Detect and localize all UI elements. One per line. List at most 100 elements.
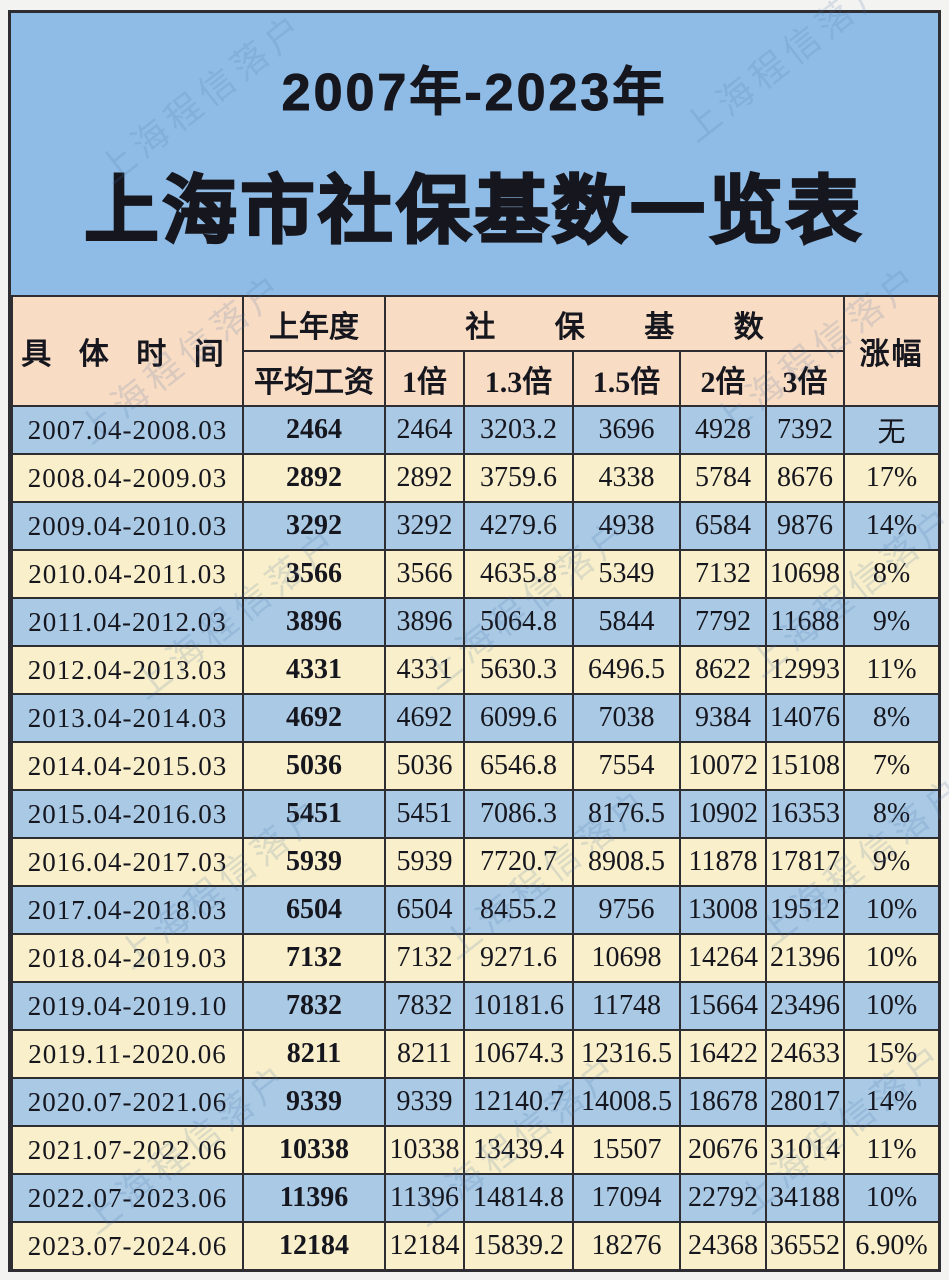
cell-base-3x: 23496 bbox=[765, 981, 845, 1031]
cell-increase: 6.90% bbox=[843, 1221, 940, 1271]
table-row: 2015.04-2016.03 5451 5451 7086.3 8176.5 10902… bbox=[11, 789, 940, 839]
table-row: 2011.04-2012.03 3896 3896 5064.8 5844 7792 116… bbox=[11, 597, 940, 647]
cell-increase: 8% bbox=[843, 789, 940, 839]
cell-base-3x: 10698 bbox=[765, 549, 845, 599]
cell-base-2x: 13008 bbox=[679, 885, 767, 935]
cell-base-3x: 31014 bbox=[765, 1125, 845, 1175]
cell-avg-salary: 5451 bbox=[242, 789, 386, 839]
cell-increase: 8% bbox=[843, 549, 940, 599]
cell-base-1-3x: 5630.3 bbox=[463, 645, 574, 695]
cell-base-3x: 24633 bbox=[765, 1029, 845, 1079]
cell-base-1-5x: 5349 bbox=[572, 549, 681, 599]
cell-base-1-3x: 4279.6 bbox=[463, 501, 574, 551]
cell-increase: 14% bbox=[843, 1077, 940, 1127]
cell-period: 2019.11-2020.06 bbox=[11, 1029, 244, 1079]
cell-base-3x: 21396 bbox=[765, 933, 845, 983]
cell-base-3x: 8676 bbox=[765, 453, 845, 503]
col-header-base-group: 社 保 基 数 bbox=[384, 295, 845, 352]
cell-base-1-3x: 10674.3 bbox=[463, 1029, 574, 1079]
cell-base-1-5x: 7554 bbox=[572, 741, 681, 791]
cell-avg-salary: 2892 bbox=[242, 453, 386, 503]
cell-base-3x: 36552 bbox=[765, 1221, 845, 1271]
cell-period: 2015.04-2016.03 bbox=[11, 789, 244, 839]
cell-avg-salary: 5939 bbox=[242, 837, 386, 887]
table-header: 具 体 时 间 上年度 社 保 基 数 涨幅 平均工资 1倍 1.3倍 1.5倍… bbox=[11, 295, 940, 407]
cell-base-2x: 6584 bbox=[679, 501, 767, 551]
cell-avg-salary: 12184 bbox=[242, 1221, 386, 1271]
cell-increase: 17% bbox=[843, 453, 940, 503]
cell-avg-salary: 7132 bbox=[242, 933, 386, 983]
title-block: 2007年-2023年 上海市社保基数一览表 bbox=[11, 13, 938, 295]
cell-period: 2010.04-2011.03 bbox=[11, 549, 244, 599]
cell-base-1-3x: 7086.3 bbox=[463, 789, 574, 839]
cell-base-1-5x: 12316.5 bbox=[572, 1029, 681, 1079]
cell-avg-salary: 2464 bbox=[242, 405, 386, 455]
cell-base-2x: 22792 bbox=[679, 1173, 767, 1223]
table-row: 2019.04-2019.10 7832 7832 10181.6 11748 15664… bbox=[11, 981, 940, 1031]
cell-avg-salary: 7832 bbox=[242, 981, 386, 1031]
cell-increase: 15% bbox=[843, 1029, 940, 1079]
page-title: 上海市社保基数一览表 bbox=[83, 168, 865, 254]
cell-increase: 9% bbox=[843, 597, 940, 647]
cell-base-1-5x: 10698 bbox=[572, 933, 681, 983]
cell-base-3x: 11688 bbox=[765, 597, 845, 647]
cell-base-1-5x: 7038 bbox=[572, 693, 681, 743]
table-row: 2020.07-2021.06 9339 9339 12140.7 14008.5 186… bbox=[11, 1077, 940, 1127]
cell-avg-salary: 3292 bbox=[242, 501, 386, 551]
cell-base-1x: 2892 bbox=[384, 453, 465, 503]
table-row: 2008.04-2009.03 2892 2892 3759.6 4338 5784 867… bbox=[11, 453, 940, 503]
cell-avg-salary: 5036 bbox=[242, 741, 386, 791]
cell-base-1x: 7132 bbox=[384, 933, 465, 983]
cell-increase: 10% bbox=[843, 981, 940, 1031]
cell-base-3x: 12993 bbox=[765, 645, 845, 695]
cell-increase: 8% bbox=[843, 693, 940, 743]
cell-base-3x: 28017 bbox=[765, 1077, 845, 1127]
cell-base-1-3x: 3759.6 bbox=[463, 453, 574, 503]
cell-base-1x: 5939 bbox=[384, 837, 465, 887]
cell-base-1x: 4331 bbox=[384, 645, 465, 695]
col-header-1-5x: 1.5倍 bbox=[572, 350, 681, 407]
social-security-base-table: 具 体 时 间 上年度 社 保 基 数 涨幅 平均工资 1倍 1.3倍 1.5倍… bbox=[11, 295, 940, 1271]
cell-base-1-3x: 5064.8 bbox=[463, 597, 574, 647]
cell-base-2x: 15664 bbox=[679, 981, 767, 1031]
cell-period: 2007.04-2008.03 bbox=[11, 405, 244, 455]
cell-base-1x: 5036 bbox=[384, 741, 465, 791]
cell-base-1-5x: 4938 bbox=[572, 501, 681, 551]
table-row: 2017.04-2018.03 6504 6504 8455.2 9756 13008 19… bbox=[11, 885, 940, 935]
table-row: 2018.04-2019.03 7132 7132 9271.6 10698 14264 2… bbox=[11, 933, 940, 983]
cell-increase: 10% bbox=[843, 933, 940, 983]
cell-base-2x: 8622 bbox=[679, 645, 767, 695]
cell-base-3x: 17817 bbox=[765, 837, 845, 887]
cell-base-2x: 7792 bbox=[679, 597, 767, 647]
cell-base-1x: 6504 bbox=[384, 885, 465, 935]
cell-base-2x: 24368 bbox=[679, 1221, 767, 1271]
cell-increase: 7% bbox=[843, 741, 940, 791]
cell-base-1-5x: 8176.5 bbox=[572, 789, 681, 839]
cell-period: 2013.04-2014.03 bbox=[11, 693, 244, 743]
table-row: 2016.04-2017.03 5939 5939 7720.7 8908.5 11878… bbox=[11, 837, 940, 887]
poster: 2007年-2023年 上海市社保基数一览表 具 体 时 间 上年度 社 保 基… bbox=[8, 10, 941, 1272]
cell-increase: 11% bbox=[843, 1125, 940, 1175]
cell-base-1-3x: 3203.2 bbox=[463, 405, 574, 455]
cell-base-2x: 14264 bbox=[679, 933, 767, 983]
cell-base-1-3x: 6546.8 bbox=[463, 741, 574, 791]
table-row: 2009.04-2010.03 3292 3292 4279.6 4938 6584 987… bbox=[11, 501, 940, 551]
cell-avg-salary: 8211 bbox=[242, 1029, 386, 1079]
title-years: 2007年-2023年 bbox=[281, 64, 668, 123]
cell-base-1x: 2464 bbox=[384, 405, 465, 455]
cell-base-1-5x: 17094 bbox=[572, 1173, 681, 1223]
cell-base-1x: 7832 bbox=[384, 981, 465, 1031]
cell-base-1x: 12184 bbox=[384, 1221, 465, 1271]
cell-base-2x: 7132 bbox=[679, 549, 767, 599]
cell-base-1-5x: 5844 bbox=[572, 597, 681, 647]
cell-period: 2012.04-2013.03 bbox=[11, 645, 244, 695]
cell-avg-salary: 4331 bbox=[242, 645, 386, 695]
cell-base-1-3x: 15839.2 bbox=[463, 1221, 574, 1271]
cell-period: 2020.07-2021.06 bbox=[11, 1077, 244, 1127]
table-row: 2021.07-2022.06 10338 10338 13439.4 15507 206… bbox=[11, 1125, 940, 1175]
cell-base-1-3x: 14814.8 bbox=[463, 1173, 574, 1223]
table-body: 2007.04-2008.03 2464 2464 3203.2 3696 4928 739… bbox=[11, 405, 940, 1271]
col-header-avg-salary: 平均工资 bbox=[242, 350, 386, 407]
cell-increase: 无 bbox=[843, 405, 940, 455]
cell-base-2x: 16422 bbox=[679, 1029, 767, 1079]
